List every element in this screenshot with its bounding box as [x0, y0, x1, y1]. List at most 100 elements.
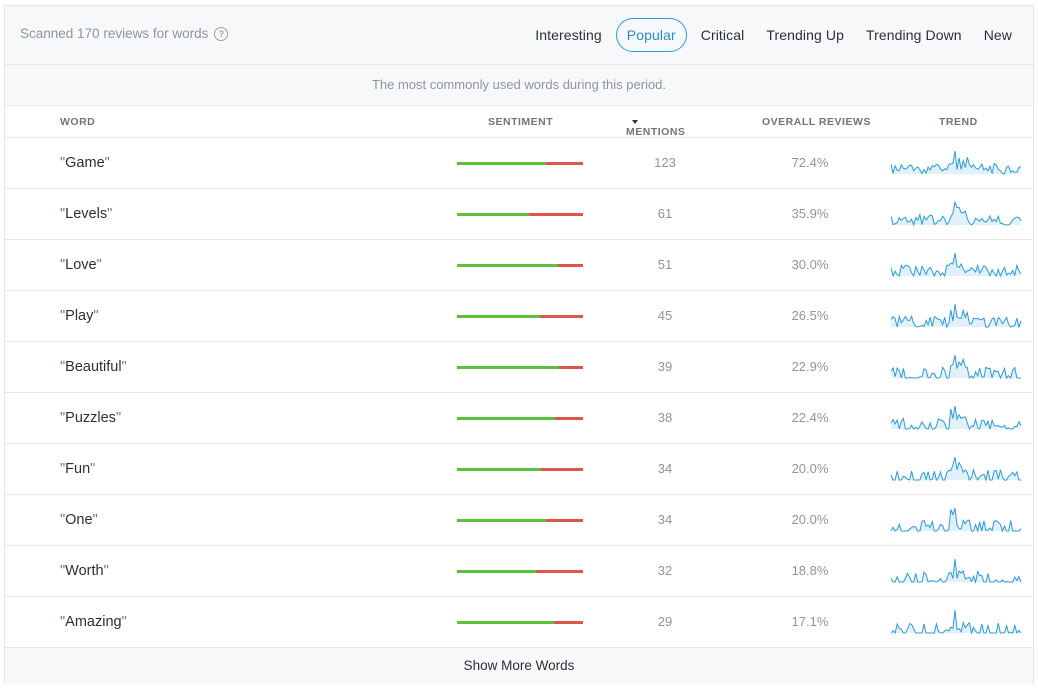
word-text: Beautiful	[65, 359, 122, 375]
word-label: "Game"	[60, 155, 110, 171]
overall-percent: 20.0%	[791, 512, 829, 527]
word-text: Levels	[65, 206, 108, 222]
word-text: Worth	[65, 563, 104, 579]
sparkline-line	[891, 406, 1022, 431]
mentions-count: 61	[657, 206, 673, 221]
mentions-count: 34	[657, 461, 673, 476]
table-row[interactable]: "Amazing" 29 17.1%	[5, 597, 1033, 648]
overall-percent: 26.5%	[791, 308, 829, 323]
trend-sparkline	[891, 508, 1022, 533]
word-text: One	[65, 512, 93, 528]
sentiment-positive	[457, 468, 542, 471]
sentiment-bar	[457, 213, 583, 216]
word-label: "Puzzles"	[60, 410, 122, 426]
sparkline-line	[891, 200, 1022, 227]
mentions-count: 34	[657, 512, 673, 527]
sparkline-line	[891, 508, 1022, 533]
table-row[interactable]: "Puzzles" 38 22.4%	[5, 393, 1033, 444]
mentions-count: 123	[654, 155, 676, 170]
help-icon[interactable]: ?	[214, 26, 229, 41]
trend-sparkline	[891, 151, 1022, 175]
sentiment-positive	[457, 570, 537, 573]
sparkline-area	[891, 304, 1021, 327]
column-sentiment: SENTIMENT	[488, 116, 554, 128]
table-body: "Game" 123 72.4% "Levels" 61 35.9% "Love" 51 3…	[5, 138, 1033, 648]
trend-sparkline	[891, 355, 1021, 380]
table-header: WORD SENTIMENT MENTIONS OVERALL REVIEWS …	[5, 106, 1033, 138]
word-label: "Love"	[60, 257, 102, 273]
tab-new[interactable]: New	[983, 27, 1012, 43]
tab-popular[interactable]: Popular	[615, 18, 687, 52]
sentiment-bar	[457, 468, 583, 471]
table-row[interactable]: "One" 34 20.0%	[5, 495, 1033, 546]
overall-percent: 17.1%	[791, 614, 829, 629]
overall-percent: 30.0%	[791, 257, 829, 272]
sort-desc-icon	[632, 120, 638, 124]
column-mentions[interactable]: MENTIONS	[626, 116, 685, 138]
overall-percent: 35.9%	[791, 206, 829, 221]
word-label: "Amazing"	[60, 614, 127, 630]
overall-percent: 20.0%	[791, 461, 829, 476]
sentiment-positive	[457, 264, 558, 267]
sparkline-line	[891, 559, 1022, 584]
show-more-button[interactable]: Show More Words	[5, 648, 1033, 684]
overall-percent: 22.9%	[791, 359, 829, 374]
sentiment-bar	[457, 570, 583, 573]
sparkline-line	[891, 304, 1022, 329]
sentiment-negative	[555, 417, 583, 420]
word-label: "Levels"	[60, 206, 113, 222]
word-text: Fun	[65, 461, 91, 477]
sentiment-negative	[557, 264, 583, 267]
overall-percent: 22.4%	[791, 410, 829, 425]
sparkline-line	[891, 355, 1021, 380]
sentiment-negative	[536, 570, 583, 573]
column-mentions-label: MENTIONS	[626, 126, 686, 138]
word-label: "Fun"	[60, 461, 96, 477]
trend-sparkline	[891, 559, 1022, 584]
table-row[interactable]: "Play" 45 26.5%	[5, 291, 1033, 342]
sentiment-negative	[546, 519, 583, 522]
table-row[interactable]: "Game" 123 72.4%	[5, 138, 1033, 189]
tab-trending-down[interactable]: Trending Down	[865, 27, 962, 43]
sentiment-positive	[457, 213, 529, 216]
sentiment-positive	[457, 162, 547, 165]
word-text: Love	[65, 257, 97, 273]
mentions-count: 45	[657, 308, 673, 323]
sentiment-bar	[457, 519, 583, 522]
mentions-count: 39	[657, 359, 673, 374]
sentiment-bar	[457, 315, 583, 318]
sentiment-negative	[541, 468, 583, 471]
sparkline-line	[891, 610, 1022, 635]
trend-sparkline	[891, 253, 1022, 278]
tab-critical[interactable]: Critical	[700, 27, 745, 43]
scanned-summary: Scanned 170 reviews for words ?	[20, 26, 229, 41]
sentiment-bar	[457, 621, 583, 624]
sentiment-negative	[546, 162, 583, 165]
sentiment-bar	[457, 264, 583, 267]
word-label: "Beautiful"	[60, 359, 127, 375]
sparkline-area	[891, 253, 1021, 276]
word-label: "One"	[60, 512, 98, 528]
tab-interesting[interactable]: Interesting	[535, 27, 602, 43]
table-row[interactable]: "Beautiful" 39 22.9%	[5, 342, 1033, 393]
word-text: Amazing	[65, 614, 122, 630]
table-row[interactable]: "Fun" 34 20.0%	[5, 444, 1033, 495]
mentions-count: 29	[657, 614, 673, 629]
word-text: Play	[65, 308, 94, 324]
trend-sparkline	[891, 304, 1022, 329]
sentiment-positive	[457, 417, 556, 420]
trend-sparkline	[891, 457, 1021, 482]
sentiment-negative	[528, 213, 583, 216]
sentiment-negative	[540, 315, 583, 318]
table-row[interactable]: "Worth" 32 18.8%	[5, 546, 1033, 597]
tab-trending-up[interactable]: Trending Up	[766, 27, 844, 43]
sentiment-positive	[457, 519, 547, 522]
word-label: "Worth"	[60, 563, 109, 579]
table-row[interactable]: "Levels" 61 35.9%	[5, 189, 1033, 240]
word-label: "Play"	[60, 308, 99, 324]
table-row[interactable]: "Love" 51 30.0%	[5, 240, 1033, 291]
trend-sparkline	[891, 610, 1022, 635]
column-overall-reviews: OVERALL REVIEWS	[762, 116, 871, 128]
sentiment-bar	[457, 417, 583, 420]
scanned-text: Scanned 170 reviews for words	[20, 26, 209, 41]
